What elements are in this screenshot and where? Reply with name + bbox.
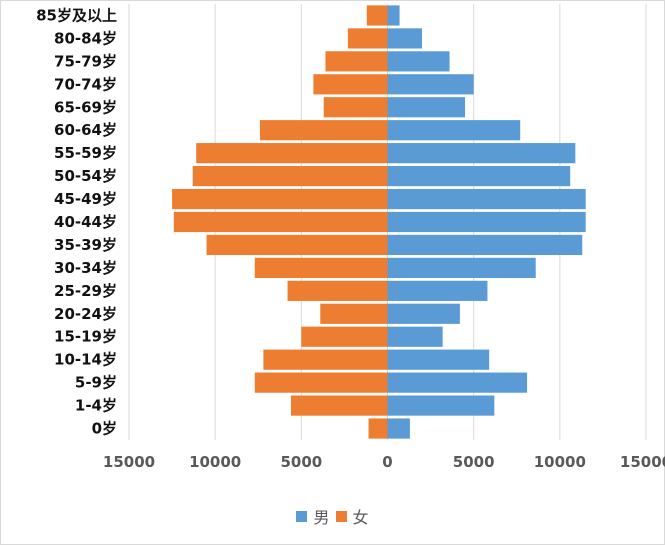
bar-female-8 (172, 188, 388, 210)
bar-female-18 (368, 418, 388, 439)
bar-female-16 (254, 372, 388, 393)
category-label-17: 1-4岁 (75, 397, 117, 415)
bar-female-2 (325, 51, 388, 72)
legend-label-female: 女 (352, 508, 369, 527)
category-label-14: 15-19岁 (54, 328, 117, 346)
bar-female-5 (259, 120, 388, 141)
bar-female-6 (196, 143, 388, 164)
bar-female-17 (290, 395, 388, 416)
bar-female-15 (263, 349, 388, 370)
x-tick-label-1: 10000 (189, 453, 241, 471)
legend-item-male[interactable]: 男 (296, 504, 330, 528)
bar-male-5 (387, 120, 521, 141)
category-label-4: 65-69岁 (54, 98, 117, 116)
category-label-0: 85岁及以上 (36, 6, 117, 24)
bar-male-0 (387, 5, 400, 26)
legend-swatch-female (335, 510, 347, 522)
bar-male-13 (387, 303, 460, 324)
bar-male-10 (387, 234, 583, 256)
bar-male-16 (387, 372, 528, 393)
bar-female-14 (301, 326, 388, 347)
category-label-1: 80-84岁 (54, 29, 117, 47)
category-label-8: 45-49岁 (54, 190, 117, 208)
category-label-12: 25-29岁 (54, 282, 117, 300)
bar-male-17 (387, 395, 495, 416)
bar-male-3 (387, 74, 474, 95)
x-tick-label-2: 5000 (280, 453, 322, 471)
bar-female-7 (192, 166, 388, 187)
bar-female-12 (287, 280, 388, 301)
bar-female-4 (323, 97, 388, 118)
category-label-18: 0岁 (92, 420, 117, 438)
category-label-7: 50-54岁 (54, 167, 117, 185)
bar-female-10 (206, 234, 388, 256)
bar-male-8 (387, 188, 586, 210)
x-tick-label-3: 0 (382, 453, 392, 471)
legend-label-male: 男 (313, 508, 330, 527)
bar-male-11 (387, 257, 536, 278)
category-label-10: 35-39岁 (54, 236, 117, 254)
x-tick-label-0: 15000 (103, 453, 155, 471)
category-label-15: 10-14岁 (54, 351, 117, 369)
bar-female-9 (173, 211, 388, 233)
bar-male-18 (387, 418, 410, 439)
bar-female-11 (254, 257, 388, 278)
bar-female-1 (347, 28, 388, 49)
bar-male-2 (387, 51, 450, 72)
bar-male-12 (387, 280, 488, 301)
bar-female-0 (366, 5, 388, 26)
bar-male-9 (387, 211, 586, 233)
bar-female-3 (313, 74, 388, 95)
category-label-13: 20-24岁 (54, 305, 117, 323)
bar-female-13 (320, 303, 388, 324)
bar-male-15 (387, 349, 490, 370)
category-label-6: 55-59岁 (54, 144, 117, 162)
category-label-11: 30-34岁 (54, 259, 117, 277)
category-label-5: 60-64岁 (54, 121, 117, 139)
x-tick-label-5: 10000 (534, 453, 586, 471)
bar-male-4 (387, 97, 466, 118)
x-tick-label-6: 15000 (620, 453, 665, 471)
category-label-16: 5-9岁 (75, 374, 117, 392)
bar-male-7 (387, 166, 571, 187)
x-tick-label-4: 5000 (453, 453, 495, 471)
category-label-3: 70-74岁 (54, 75, 117, 93)
bar-male-6 (387, 143, 576, 164)
legend: 男 女 (0, 504, 665, 528)
legend-swatch-male (296, 510, 308, 522)
category-label-9: 40-44岁 (54, 213, 117, 231)
bar-male-14 (387, 326, 443, 347)
category-label-2: 75-79岁 (54, 52, 117, 70)
bar-male-1 (387, 28, 422, 49)
legend-item-female[interactable]: 女 (335, 504, 369, 528)
